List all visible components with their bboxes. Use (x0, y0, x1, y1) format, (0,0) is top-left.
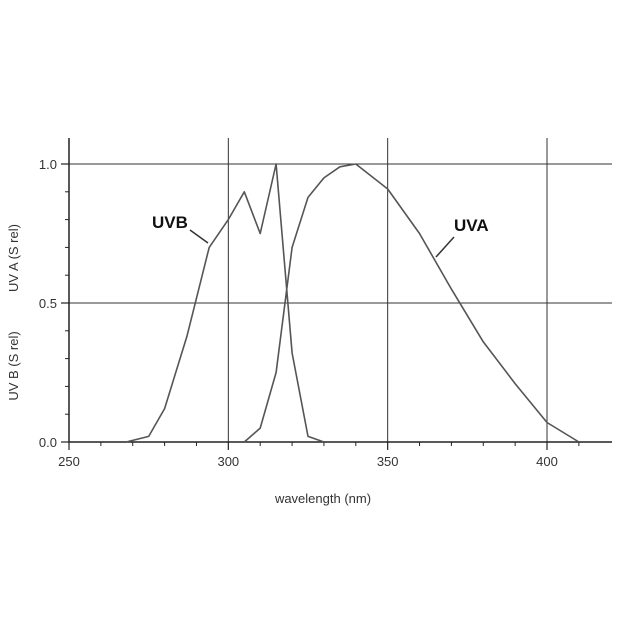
series-label-uva: UVA (454, 216, 489, 235)
series-label-uvb-leader (189, 229, 209, 244)
series-label-uvb: UVB (152, 213, 188, 232)
series-line-uvb (126, 163, 325, 443)
y-tick-label: 0.5 (39, 296, 57, 311)
series-label-uva-leader (435, 236, 455, 258)
y-tick-label: 1.0 (39, 157, 57, 172)
x-axis-label: wavelength (nm) (274, 491, 371, 506)
axes (68, 138, 612, 443)
grid-lines (69, 138, 612, 442)
y-axis-label-uva: UV A (S rel) (6, 224, 21, 292)
x-tick-label: 350 (377, 454, 399, 469)
ticks: 250 300 350 400 0.0 0.5 1.0 (39, 157, 580, 469)
x-tick-label: 300 (217, 454, 239, 469)
x-tick-label: 250 (58, 454, 80, 469)
series-line-uva (243, 163, 580, 443)
series (126, 163, 580, 443)
x-tick-label: 400 (536, 454, 558, 469)
y-axis-label-uvb: UV B (S rel) (6, 331, 21, 400)
y-tick-label: 0.0 (39, 435, 57, 450)
